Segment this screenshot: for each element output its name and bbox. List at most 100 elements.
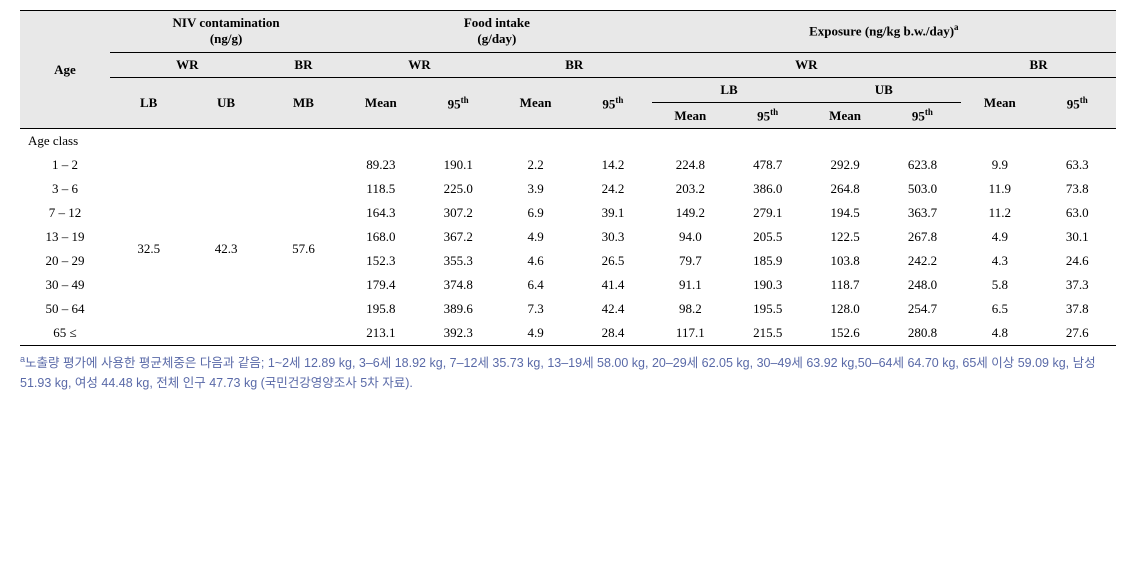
cell-value: 213.1 (342, 321, 419, 346)
hdr-niv: NIV contamination (ng/g) (110, 11, 342, 52)
hdr-food: Food intake (g/day) (342, 11, 652, 52)
table-row: 30 – 49179.4374.86.441.491.1190.3118.724… (20, 273, 1116, 297)
cell-value: 7.3 (497, 297, 574, 321)
cell-value: 4.6 (497, 249, 574, 273)
hdr-niv-ub: UB (187, 78, 264, 129)
cell-empty (110, 273, 187, 297)
hdr-age: Age (20, 11, 110, 129)
cell-empty (265, 153, 342, 177)
cell-value: 14.2 (574, 153, 651, 177)
cell-value: 224.8 (652, 153, 729, 177)
data-table: Age NIV contamination (ng/g) Food intake… (20, 10, 1116, 346)
age-class-label: Age class (20, 129, 110, 154)
cell-value: 179.4 (342, 273, 419, 297)
cell-value: 194.5 (806, 201, 883, 225)
hdr-exposure-label: Exposure (ng/kg b.w./day) (809, 24, 954, 39)
cell-value: 30.3 (574, 225, 651, 249)
hdr-food-br: BR (497, 53, 652, 78)
cell-value: 79.7 (652, 249, 729, 273)
cell-empty (187, 273, 264, 297)
hdr-exp-ub-95: 95th (884, 103, 961, 129)
cell-value: 363.7 (884, 201, 961, 225)
hdr-exp-lb-mean: Mean (652, 103, 729, 129)
hdr-fi-wr-mean: Mean (342, 78, 419, 129)
table-body: Age class 1 – 289.23190.12.214.2224.8478… (20, 129, 1116, 346)
cell-value: 5.8 (961, 273, 1038, 297)
cell-value: 279.1 (729, 201, 806, 225)
cell-value: 30.1 (1039, 225, 1117, 249)
cell-value: 27.6 (1039, 321, 1117, 346)
cell-value: 37.8 (1039, 297, 1117, 321)
cell-value: 205.5 (729, 225, 806, 249)
hdr-exp-br-95: 95th (1039, 78, 1117, 129)
cell-value: 292.9 (806, 153, 883, 177)
cell-value: 185.9 (729, 249, 806, 273)
cell-value: 3.9 (497, 177, 574, 201)
cell-empty (187, 321, 264, 346)
cell-value: 164.3 (342, 201, 419, 225)
cell-value: 248.0 (884, 273, 961, 297)
cell-empty (110, 201, 187, 225)
cell-age: 30 – 49 (20, 273, 110, 297)
cell-value: 355.3 (420, 249, 497, 273)
cell-value: 4.8 (961, 321, 1038, 346)
table-row: 13 – 1932.542.357.6168.0367.24.930.394.0… (20, 225, 1116, 249)
cell-value: 128.0 (806, 297, 883, 321)
cell-value: 4.9 (961, 225, 1038, 249)
footnote: a노출량 평가에 사용한 평균체중은 다음과 같음; 1~2세 12.89 kg… (20, 352, 1116, 393)
cell-value: 4.3 (961, 249, 1038, 273)
table-row: 65 ≤213.1392.34.928.4117.1215.5152.6280.… (20, 321, 1116, 346)
hdr-niv-unit: (ng/g) (210, 31, 243, 46)
cell-value: 39.1 (574, 201, 651, 225)
cell-value: 98.2 (652, 297, 729, 321)
cell-empty (110, 297, 187, 321)
cell-value: 367.2 (420, 225, 497, 249)
hdr-niv-br: BR (265, 53, 342, 78)
cell-value: 28.4 (574, 321, 651, 346)
cell-empty (265, 273, 342, 297)
hdr-fi-br-mean: Mean (497, 78, 574, 129)
cell-value: 195.5 (729, 297, 806, 321)
cell-empty (265, 321, 342, 346)
cell-value: 203.2 (652, 177, 729, 201)
hdr-exposure-sup: a (954, 22, 959, 32)
hdr-fi-br-95: 95th (574, 78, 651, 129)
cell-value: 195.8 (342, 297, 419, 321)
cell-empty (187, 153, 264, 177)
cell-value: 267.8 (884, 225, 961, 249)
cell-age: 1 – 2 (20, 153, 110, 177)
cell-value: 386.0 (729, 177, 806, 201)
hdr-food-label: Food intake (464, 15, 530, 30)
hdr-exp-wr-lb: LB (652, 78, 807, 103)
hdr-exp-br: BR (961, 53, 1116, 78)
cell-value: 264.8 (806, 177, 883, 201)
table-row: 3 – 6118.5225.03.924.2203.2386.0264.8503… (20, 177, 1116, 201)
cell-value: 118.7 (806, 273, 883, 297)
cell-value: 122.5 (806, 225, 883, 249)
cell-value: 24.6 (1039, 249, 1117, 273)
cell-value: 6.5 (961, 297, 1038, 321)
cell-age: 7 – 12 (20, 201, 110, 225)
hdr-niv-wr: WR (110, 53, 265, 78)
table-row: 1 – 289.23190.12.214.2224.8478.7292.9623… (20, 153, 1116, 177)
hdr-exp-wr-ub: UB (806, 78, 961, 103)
cell-value: 11.9 (961, 177, 1038, 201)
cell-value: 42.4 (574, 297, 651, 321)
cell-value: 118.5 (342, 177, 419, 201)
cell-value: 374.8 (420, 273, 497, 297)
cell-value: 623.8 (884, 153, 961, 177)
cell-value: 89.23 (342, 153, 419, 177)
cell-value: 389.6 (420, 297, 497, 321)
cell-value: 280.8 (884, 321, 961, 346)
hdr-exposure: Exposure (ng/kg b.w./day)a (652, 11, 1116, 52)
hdr-niv-mb: MB (265, 78, 342, 129)
cell-value: 91.1 (652, 273, 729, 297)
cell-value: 9.9 (961, 153, 1038, 177)
cell-value: 37.3 (1039, 273, 1117, 297)
cell-contamination: 57.6 (265, 225, 342, 273)
cell-value: 152.3 (342, 249, 419, 273)
cell-value: 24.2 (574, 177, 651, 201)
cell-age: 50 – 64 (20, 297, 110, 321)
cell-age: 13 – 19 (20, 225, 110, 249)
table-header: Age NIV contamination (ng/g) Food intake… (20, 11, 1116, 129)
